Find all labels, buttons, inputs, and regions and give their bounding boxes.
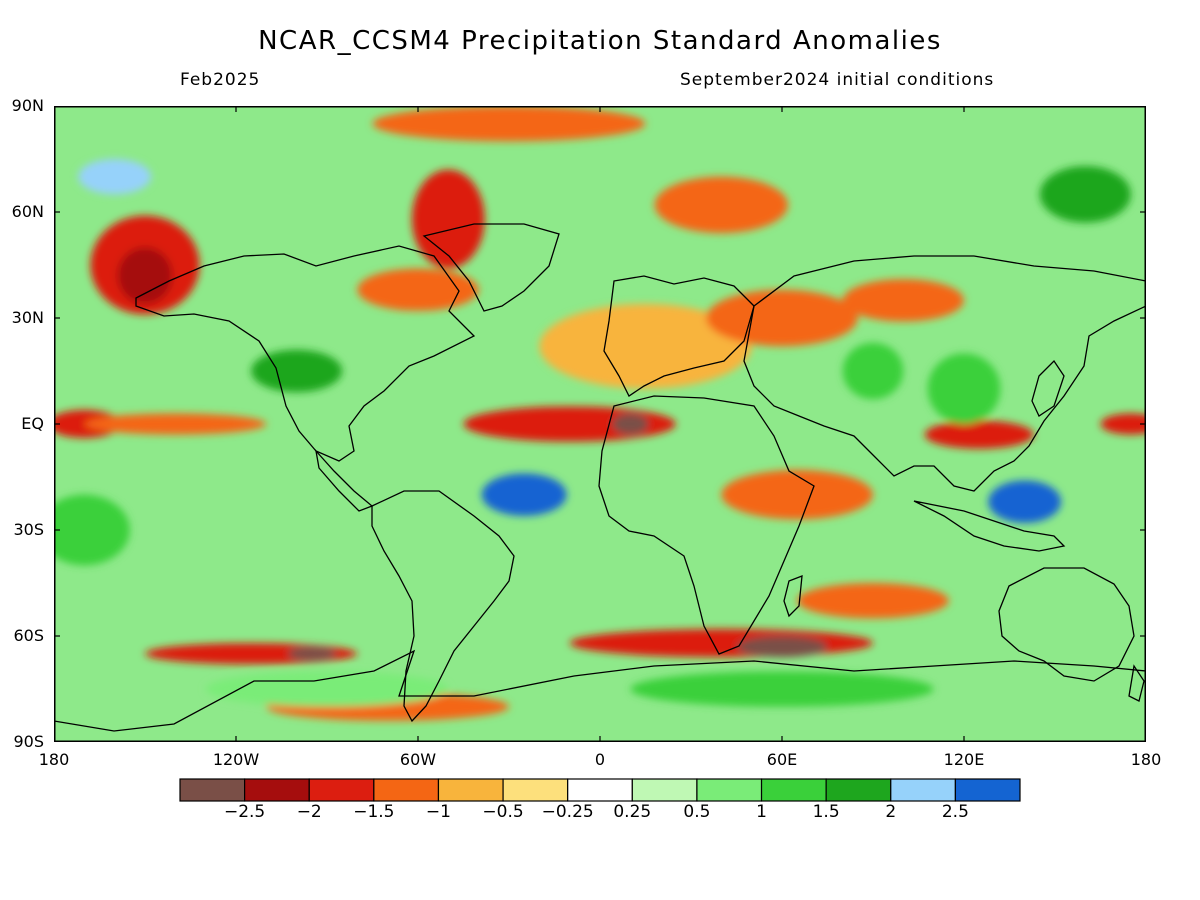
- colorbar-bin-7: [631, 778, 698, 802]
- anomaly-region-28: [54, 494, 130, 566]
- colorbar-label: 0.25: [613, 802, 652, 822]
- anomaly-region-8: [842, 279, 964, 322]
- anomaly-region-7: [706, 289, 858, 347]
- colorbar-label: 2: [885, 802, 897, 822]
- axis-ticks: [54, 106, 1146, 742]
- colorbar-label: −1.5: [353, 802, 395, 822]
- chart-title: NCAR_CCSM4 Precipitation Standard Anomal…: [258, 26, 942, 56]
- lon-label: 180: [1130, 750, 1162, 769]
- anomaly-region-14: [1100, 413, 1146, 435]
- colorbar-bin-11: [890, 778, 956, 802]
- colorbar: [179, 778, 1021, 802]
- anomaly-region-15: [721, 469, 874, 520]
- coastline-australia: [998, 567, 1135, 682]
- lat-label: 60S: [13, 626, 44, 645]
- anomaly-region-27: [251, 349, 343, 393]
- colorbar-label: 0.5: [683, 802, 711, 822]
- colorbar-label: −2: [296, 802, 322, 822]
- colorbar-label: −2.5: [223, 802, 266, 822]
- colorbar-bin-1: [244, 778, 310, 802]
- anomaly-region-22: [481, 473, 567, 516]
- coastline-south-america: [371, 490, 515, 723]
- lon-label: 120E: [943, 750, 985, 769]
- anomaly-region-3: [357, 268, 479, 311]
- map-panel: [54, 106, 1146, 742]
- coastline-indonesia: [913, 500, 1066, 552]
- anomaly-region-4: [372, 106, 646, 142]
- lat-label: EQ: [21, 414, 44, 433]
- lat-label: 60N: [11, 202, 44, 221]
- coastline-europe: [603, 275, 755, 397]
- map-plot-area: [54, 106, 1146, 742]
- colorbar-label: −1: [425, 802, 451, 822]
- lon-label: 120W: [212, 750, 260, 769]
- colorbar-bin-4: [437, 778, 504, 802]
- coastline-new-zealand: [1128, 664, 1145, 702]
- anomaly-region-25: [1039, 166, 1131, 223]
- lat-label: 30S: [13, 520, 44, 539]
- anomaly-region-29: [927, 353, 1001, 424]
- anomaly-region-1: [117, 247, 173, 304]
- coastline-asia: [743, 255, 1146, 492]
- anomaly-region-5: [654, 176, 789, 234]
- anomaly-region-10: [84, 413, 267, 435]
- colorbar-bin-0: [179, 778, 246, 802]
- anomaly-region-13: [924, 420, 1034, 449]
- lon-label: 0: [594, 750, 606, 769]
- colorbar-bin-9: [760, 778, 827, 802]
- valid-month-label: Feb2025: [180, 70, 261, 90]
- lat-label: 90S: [13, 732, 44, 751]
- coastline-madagascar: [783, 575, 803, 618]
- anomaly-region-2: [411, 169, 485, 269]
- colorbar-bin-2: [308, 778, 375, 802]
- lon-label: 60E: [766, 750, 798, 769]
- lat-label: 90N: [11, 96, 44, 115]
- coastline-antarctica: [54, 649, 1146, 732]
- coastline-africa: [598, 395, 815, 655]
- colorbar-bin-8: [696, 778, 763, 802]
- anomaly-field: [54, 106, 1146, 721]
- colorbar-label: 1.5: [812, 802, 840, 822]
- colorbar-bin-3: [373, 778, 440, 802]
- colorbar-label: −0.5: [482, 802, 524, 822]
- colorbar-bin-6: [567, 778, 633, 802]
- anomaly-region-12: [612, 413, 649, 435]
- anomaly-region-26: [78, 159, 152, 195]
- coastlines: [54, 223, 1146, 732]
- anomaly-region-16: [797, 583, 949, 619]
- lat-label: 30N: [11, 308, 44, 327]
- colorbar-bin-12: [954, 778, 1021, 802]
- init-conditions-label: September2024 initial conditions: [680, 70, 995, 90]
- coastline-north-america: [135, 245, 476, 462]
- coastline-greenland: [422, 223, 560, 312]
- anomaly-region-20: [287, 646, 337, 661]
- colorbar-bin-5: [502, 778, 569, 802]
- lon-label: 180: [38, 750, 70, 769]
- anomaly-region-31: [630, 671, 934, 707]
- anomaly-region-23: [988, 480, 1062, 523]
- lon-label: 60W: [399, 750, 437, 769]
- anomaly-region-18: [736, 636, 828, 658]
- anomaly-region-24: [842, 342, 904, 400]
- coastline-japan: [1031, 359, 1065, 417]
- anomaly-region-30: [205, 671, 449, 707]
- colorbar-label: 1: [756, 802, 767, 822]
- colorbar-label: −0.25: [541, 802, 594, 822]
- colorbar-label: 2.5: [941, 802, 969, 822]
- coastline-central-america: [314, 448, 374, 512]
- colorbar-bin-10: [825, 778, 892, 802]
